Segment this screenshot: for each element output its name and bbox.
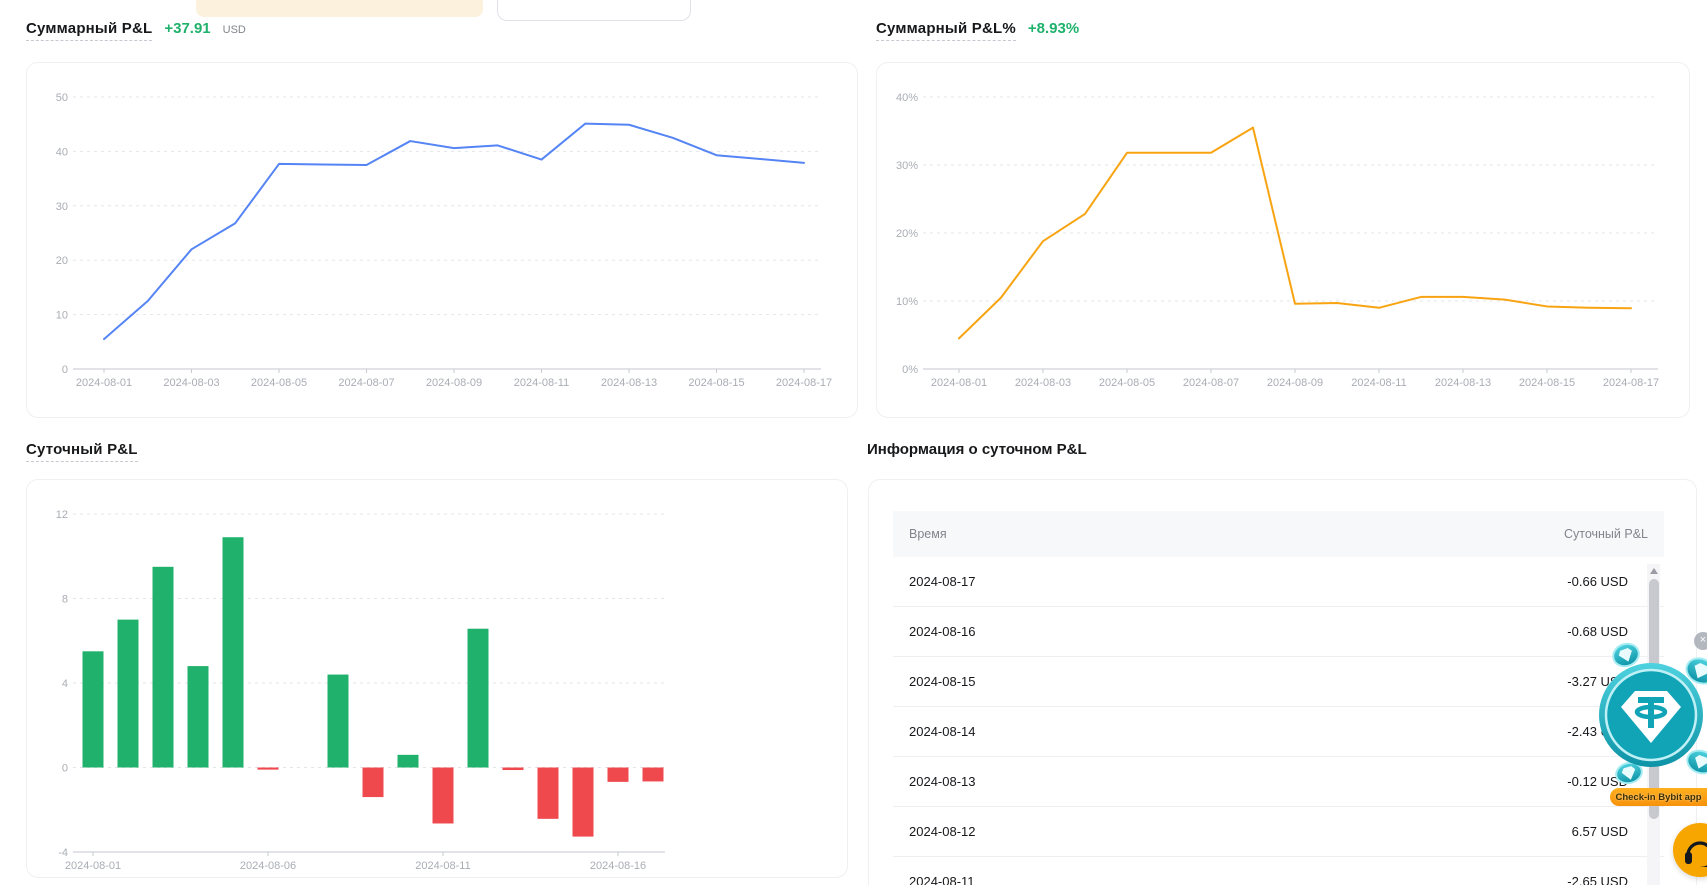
- svg-text:2024-08-05: 2024-08-05: [1099, 377, 1155, 389]
- svg-text:8: 8: [62, 594, 68, 606]
- row-pnl: -0.12 USD: [1567, 774, 1628, 789]
- table-header-pnl: Суточный P&L: [1563, 527, 1648, 541]
- row-pnl: -0.68 USD: [1567, 624, 1628, 639]
- checkin-ribbon-label: Check-in Bybit app: [1615, 791, 1702, 803]
- svg-text:2024-08-09: 2024-08-09: [426, 377, 482, 389]
- row-date: 2024-08-14: [909, 724, 976, 739]
- table-row: 2024-08-13 -0.12 USD: [893, 757, 1664, 807]
- summary-pnl-pct-value: +8.93%: [1027, 20, 1080, 37]
- svg-text:0%: 0%: [902, 364, 918, 376]
- table-row: 2024-08-16 -0.68 USD: [893, 607, 1664, 657]
- svg-text:20%: 20%: [896, 228, 918, 240]
- scroll-up-icon[interactable]: [1649, 568, 1658, 574]
- svg-text:20: 20: [56, 255, 68, 267]
- row-date: 2024-08-16: [909, 624, 976, 639]
- svg-text:0: 0: [62, 364, 68, 376]
- row-date: 2024-08-11: [909, 874, 975, 885]
- svg-text:2024-08-13: 2024-08-13: [1435, 377, 1491, 389]
- svg-text:2024-08-16: 2024-08-16: [590, 860, 646, 872]
- table-row: 2024-08-17 -0.66 USD: [893, 557, 1664, 607]
- svg-text:2024-08-11: 2024-08-11: [415, 860, 470, 872]
- summary-pnl-pct-header: Суммарный P&L% +8.93%: [876, 20, 1079, 41]
- svg-text:0: 0: [62, 763, 68, 775]
- row-date: 2024-08-13: [909, 774, 976, 789]
- table-header-time: Время: [909, 527, 947, 541]
- svg-text:30: 30: [56, 201, 68, 213]
- daily-pnl-bar-chart[interactable]: -4 0 4 8 12 2024-08-01 2024-08-06 2024-08-11 202…: [27, 480, 847, 877]
- svg-text:-4: -4: [58, 847, 68, 859]
- svg-text:2024-08-15: 2024-08-15: [688, 377, 744, 389]
- svg-text:10%: 10%: [896, 296, 918, 308]
- summary-pnl-unit: USD: [222, 24, 246, 36]
- small-usdt-coin-icon: [1686, 749, 1707, 775]
- svg-text:2024-08-01: 2024-08-01: [65, 860, 121, 872]
- svg-text:2024-08-05: 2024-08-05: [251, 377, 307, 389]
- svg-text:2024-08-09: 2024-08-09: [1267, 377, 1323, 389]
- svg-text:10: 10: [56, 310, 68, 322]
- table-header: Время Суточный P&L: [893, 511, 1664, 557]
- row-pnl: -0.66 USD: [1567, 574, 1628, 589]
- summary-pnl-line-chart[interactable]: 0 10 20 30 40 50 2024-08-01 2024-08-03 2024-08-0…: [27, 63, 857, 417]
- daily-pnl-info-card: Время Суточный P&L 2024-08-17 -0.66 USD 20…: [868, 479, 1697, 885]
- summary-pnl-title[interactable]: Суммарный P&L: [26, 20, 153, 41]
- headset-icon: [1685, 841, 1707, 867]
- svg-text:50: 50: [56, 92, 68, 104]
- svg-text:2024-08-15: 2024-08-15: [1519, 377, 1575, 389]
- svg-text:2024-08-11: 2024-08-11: [1351, 377, 1406, 389]
- svg-text:40: 40: [56, 146, 68, 158]
- close-promo-button[interactable]: ×: [1694, 632, 1707, 650]
- row-pnl: -2.65 USD: [1567, 874, 1628, 885]
- svg-text:2024-08-03: 2024-08-03: [163, 377, 219, 389]
- row-pnl: 6.57 USD: [1571, 824, 1628, 839]
- summary-pnl-pct-line-chart[interactable]: 0% 10% 20% 30% 40% 2024-08-01 2024-08-03 2024-0…: [877, 63, 1689, 417]
- svg-text:2024-08-07: 2024-08-07: [1183, 377, 1239, 389]
- daily-pnl-title[interactable]: Суточный P&L: [26, 441, 138, 462]
- daily-pnl-header: Суточный P&L: [26, 441, 138, 462]
- small-usdt-coin-icon: [1685, 657, 1707, 685]
- table-row: 2024-08-12 6.57 USD: [893, 807, 1664, 857]
- small-usdt-coin-icon: [1612, 642, 1640, 668]
- filter-dropdown-pill[interactable]: [497, 0, 691, 21]
- summary-pnl-pct-chart-card: 0% 10% 20% 30% 40% 2024-08-01 2024-08-03 2024-0…: [876, 62, 1690, 418]
- usdt-promo-coins[interactable]: [1595, 625, 1707, 790]
- svg-text:2024-08-07: 2024-08-07: [338, 377, 394, 389]
- row-date: 2024-08-17: [909, 574, 976, 589]
- svg-text:2024-08-17: 2024-08-17: [776, 377, 832, 389]
- table-row: 2024-08-15 -3.27 USD: [893, 657, 1664, 707]
- daily-pnl-info-title: Информация о суточном P&L: [867, 441, 1087, 458]
- daily-pnl-chart-card: -4 0 4 8 12 2024-08-01 2024-08-06 2024-08-11 202…: [26, 479, 848, 878]
- svg-text:30%: 30%: [896, 160, 918, 172]
- row-date: 2024-08-12: [909, 824, 976, 839]
- big-usdt-coin-icon: [1599, 663, 1703, 767]
- checkin-ribbon[interactable]: Check-in Bybit app: [1610, 788, 1707, 806]
- svg-text:2024-08-06: 2024-08-06: [240, 860, 296, 872]
- svg-text:2024-08-01: 2024-08-01: [931, 377, 987, 389]
- summary-pnl-pct-title[interactable]: Суммарный P&L%: [876, 20, 1016, 41]
- summary-pnl-chart-card: 0 10 20 30 40 50 2024-08-01 2024-08-03 2024-08-0…: [26, 62, 858, 418]
- table-row: 2024-08-11 -2.65 USD: [893, 857, 1664, 885]
- svg-text:40%: 40%: [896, 92, 918, 104]
- svg-text:2024-08-13: 2024-08-13: [601, 377, 657, 389]
- summary-pnl-header: Суммарный P&L +37.91 USD: [26, 20, 246, 41]
- date-range-active-pill[interactable]: [196, 0, 483, 17]
- svg-text:2024-08-01: 2024-08-01: [76, 377, 132, 389]
- table-row: 2024-08-14 -2.43 USD: [893, 707, 1664, 757]
- table-body: 2024-08-17 -0.66 USD 2024-08-16 -0.68 USD 20…: [893, 557, 1664, 885]
- daily-pnl-info-header: Информация о суточном P&L: [867, 441, 1087, 459]
- svg-text:2024-08-17: 2024-08-17: [1603, 377, 1659, 389]
- svg-text:12: 12: [56, 509, 68, 521]
- svg-text:4: 4: [62, 678, 68, 690]
- small-usdt-coin-icon: [1615, 761, 1643, 785]
- summary-pnl-value: +37.91: [164, 20, 211, 37]
- row-date: 2024-08-15: [909, 674, 976, 689]
- svg-text:2024-08-11: 2024-08-11: [514, 377, 569, 389]
- svg-text:2024-08-03: 2024-08-03: [1015, 377, 1071, 389]
